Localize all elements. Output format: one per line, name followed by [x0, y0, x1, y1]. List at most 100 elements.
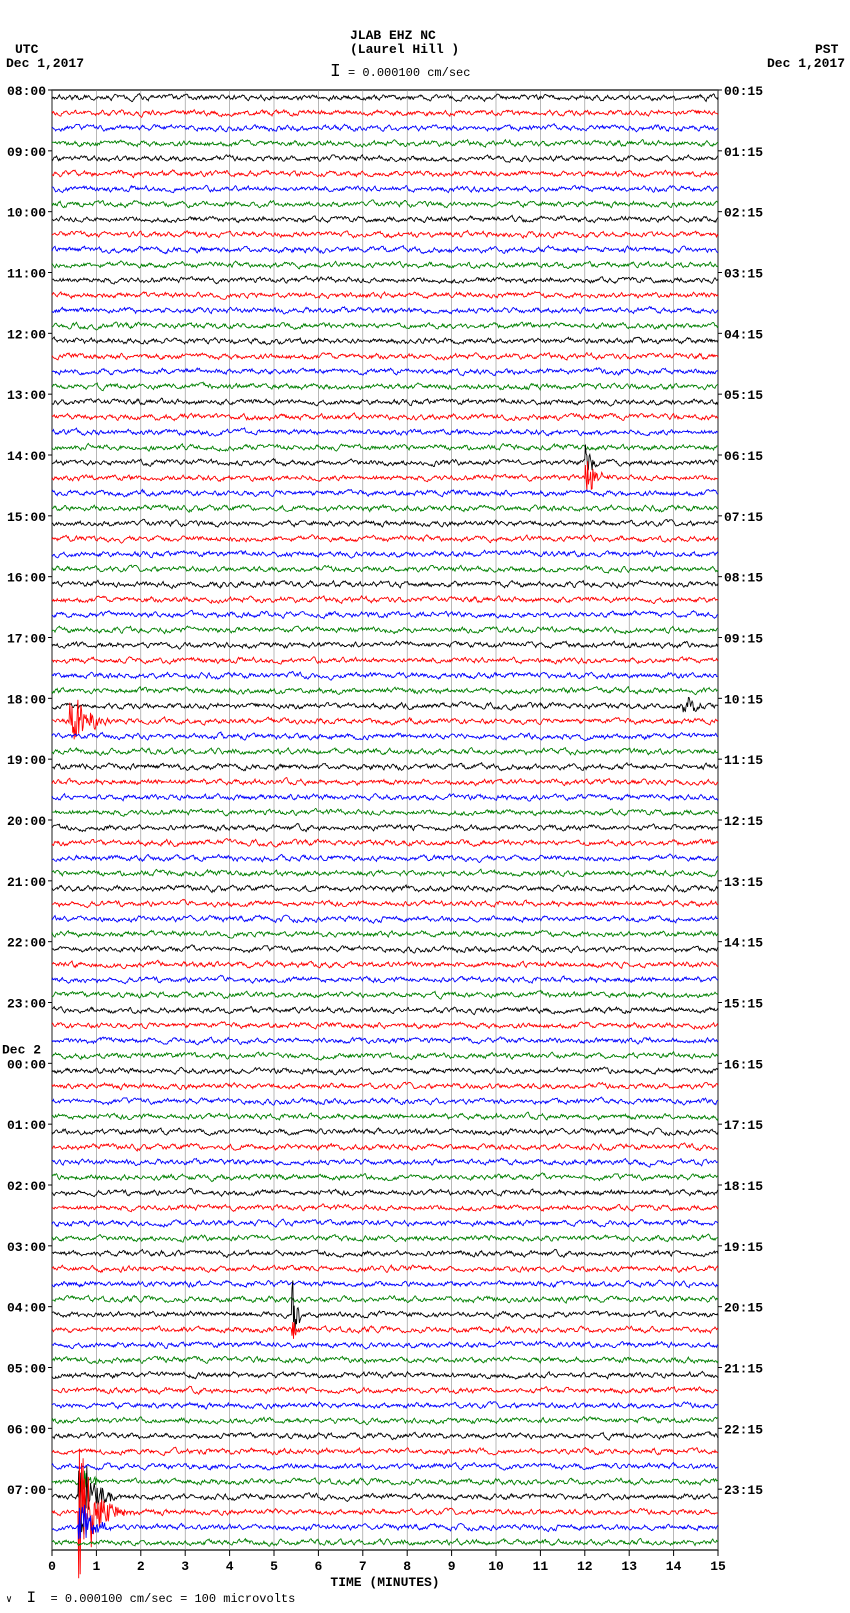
station-id: JLAB EHZ NC [350, 28, 436, 43]
seismic-trace [52, 1158, 718, 1167]
seismic-trace [52, 1471, 718, 1490]
seismic-trace [52, 839, 718, 848]
svg-text:23:00: 23:00 [7, 997, 46, 1012]
seismic-trace [52, 899, 718, 907]
seismic-trace [52, 1538, 718, 1546]
seismic-trace [52, 1128, 718, 1136]
svg-text:21:00: 21:00 [7, 875, 46, 890]
seismic-trace [52, 794, 718, 802]
seismic-trace [52, 1402, 718, 1410]
svg-text:22:15: 22:15 [724, 1422, 763, 1437]
seismic-trace [52, 1143, 718, 1151]
seismic-trace [52, 368, 718, 376]
seismic-trace [52, 1371, 718, 1379]
seismic-trace [52, 641, 718, 649]
seismic-trace [52, 170, 718, 178]
seismic-trace [52, 1432, 718, 1441]
svg-text:Dec 2: Dec 2 [2, 1042, 41, 1057]
seismic-trace [52, 1447, 718, 1455]
svg-text:22:00: 22:00 [7, 936, 46, 951]
utc-date: Dec 1,2017 [6, 56, 84, 71]
seismic-trace [52, 94, 718, 102]
seismic-trace [52, 231, 718, 239]
seismic-trace [52, 185, 718, 192]
seismic-trace [52, 200, 718, 208]
seismic-trace [52, 1037, 718, 1045]
seismic-trace [52, 1052, 718, 1060]
svg-text:7: 7 [359, 1559, 367, 1574]
svg-text:01:15: 01:15 [724, 145, 763, 160]
svg-text:19:00: 19:00 [7, 753, 46, 768]
seismic-trace [52, 1417, 718, 1425]
svg-text:10:00: 10:00 [7, 206, 46, 221]
seismic-trace [52, 824, 718, 832]
seismic-trace [52, 461, 718, 490]
svg-text:3: 3 [181, 1559, 189, 1574]
svg-text:11:00: 11:00 [7, 267, 46, 282]
seismic-trace [52, 1341, 718, 1349]
svg-text:1: 1 [92, 1559, 100, 1574]
svg-text:TIME (MINUTES): TIME (MINUTES) [330, 1575, 439, 1590]
seismic-trace [52, 748, 718, 756]
seismic-trace [52, 1022, 718, 1029]
seismic-trace [52, 490, 718, 497]
seismic-trace [52, 1450, 718, 1578]
seismic-trace [52, 398, 718, 406]
seismic-trace [52, 1112, 718, 1120]
seismic-trace [52, 1281, 718, 1332]
svg-text:8: 8 [403, 1559, 411, 1574]
svg-text:15: 15 [710, 1559, 726, 1574]
svg-text:12: 12 [577, 1559, 593, 1574]
svg-text:4: 4 [226, 1559, 234, 1574]
seismic-trace [52, 697, 718, 712]
svg-text:18:15: 18:15 [724, 1179, 763, 1194]
seismic-trace [52, 991, 718, 1000]
seismic-trace [52, 1082, 718, 1090]
station-location: (Laurel Hill ) [350, 42, 459, 57]
seismic-trace [52, 140, 718, 148]
svg-text:20:15: 20:15 [724, 1301, 763, 1316]
scale-bar-label: I = 0.000100 cm/sec [330, 62, 470, 82]
seismic-trace [52, 337, 718, 345]
seismic-trace [52, 732, 718, 741]
seismic-trace [52, 1188, 718, 1197]
svg-text:13: 13 [621, 1559, 637, 1574]
svg-text:12:15: 12:15 [724, 814, 763, 829]
seismic-trace [52, 596, 718, 604]
svg-text:14: 14 [666, 1559, 682, 1574]
seismic-trace [52, 778, 718, 786]
svg-text:04:00: 04:00 [7, 1301, 46, 1316]
svg-text:02:00: 02:00 [7, 1179, 46, 1194]
seismic-trace [52, 535, 718, 544]
svg-text:15:00: 15:00 [7, 510, 46, 525]
seismic-trace [52, 215, 718, 222]
svg-text:04:15: 04:15 [724, 327, 763, 342]
svg-text:02:15: 02:15 [724, 206, 763, 221]
seismic-trace [52, 322, 718, 330]
svg-text:03:00: 03:00 [7, 1240, 46, 1255]
svg-text:9: 9 [448, 1559, 456, 1574]
seismic-trace [52, 657, 718, 664]
seismic-trace [52, 1295, 718, 1303]
svg-text:17:15: 17:15 [724, 1118, 763, 1133]
seismic-trace [52, 1265, 718, 1272]
pst-date: Dec 1,2017 [767, 56, 845, 71]
utc-label: UTC [15, 42, 38, 57]
seismic-trace [52, 1007, 718, 1015]
svg-text:01:00: 01:00 [7, 1118, 46, 1133]
seismic-trace [52, 687, 718, 695]
seismic-trace [52, 505, 718, 513]
svg-text:16:00: 16:00 [7, 571, 46, 586]
svg-text:5: 5 [270, 1559, 278, 1574]
svg-text:14:15: 14:15 [724, 936, 763, 951]
svg-text:16:15: 16:15 [724, 1057, 763, 1072]
svg-text:2: 2 [137, 1559, 145, 1574]
seismic-trace [52, 763, 718, 771]
svg-text:6: 6 [314, 1559, 322, 1574]
svg-text:0: 0 [48, 1559, 56, 1574]
svg-text:05:15: 05:15 [724, 388, 763, 403]
seismic-trace [52, 960, 718, 969]
seismic-trace [52, 307, 718, 314]
svg-text:13:15: 13:15 [724, 875, 763, 890]
seismic-trace [52, 292, 718, 300]
